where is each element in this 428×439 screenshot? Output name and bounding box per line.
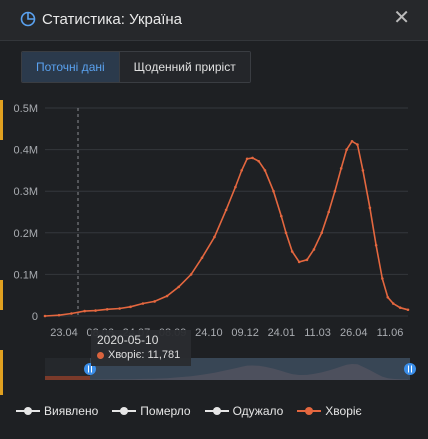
data-point [284,231,288,235]
data-point [356,143,359,146]
tooltip-value: Хворіє: 11,781 [108,349,181,361]
line-marker-icon [204,407,229,415]
window-header: Статистика: Україна ✕ [0,0,428,41]
data-point [391,302,395,305]
data-point [177,285,180,289]
tab-bar: Поточні дані Щоденний приріст [21,51,251,83]
data-point [333,189,337,193]
data-point [105,308,109,311]
data-point [245,157,249,161]
series-line-hvoriye [44,140,409,317]
legend-label: Одужало [232,404,284,418]
legend-item-pomerlo[interactable]: Померло [112,404,191,418]
legend-label: Померло [140,404,191,418]
data-point [350,139,354,143]
y-tick-label: 0 [32,311,38,323]
tooltip-date: 2020-05-10 [97,333,159,347]
x-tick-label: 23.04 [50,327,78,339]
navigator-handle-right[interactable] [404,363,416,375]
line-marker-icon [112,407,137,415]
x-tick-label: 11.06 [377,327,404,339]
y-tick-label: 0.3M [14,186,38,198]
line-marker-icon [16,407,40,415]
navigator-left-fill [45,376,90,380]
data-point [263,169,267,172]
data-point [200,256,204,260]
data-point [312,248,316,251]
y-tick-label: 0.1M [14,269,38,281]
data-point [240,169,243,172]
pie-chart-icon [20,11,36,27]
data-point [345,148,348,151]
data-point [224,208,228,212]
data-point [43,314,47,318]
data-point [398,306,402,309]
data-point [257,159,261,163]
legend-item-hvoriye[interactable]: Хворіє [297,404,362,418]
data-point [290,250,294,253]
series-points [43,139,410,318]
data-point [94,309,97,312]
y-tick-label: 0.5M [14,103,38,115]
left-accent-bar [0,100,3,140]
data-point [141,302,145,305]
data-point [297,260,301,264]
data-point [213,235,216,239]
data-point [153,300,156,303]
data-point [70,312,73,315]
x-tick-label: 26.04 [340,327,368,339]
legend-item-oduzhalo[interactable]: Одужало [204,404,284,418]
legend-label: Виявлено [44,404,99,418]
y-axis: 0 0.1M 0.2M 0.3M 0.4M 0.5M [14,103,38,323]
y-tick-label: 0.2M [14,228,38,240]
navigator-area [45,364,408,380]
data-point [83,309,86,313]
y-tick-label: 0.4M [14,145,38,157]
data-point [368,206,372,210]
data-point [361,169,365,172]
legend: Виявлено Померло Одужало Хворіє [16,404,362,418]
data-point [406,308,410,312]
data-point [129,305,132,309]
x-tick-label: 24.10 [195,327,223,339]
data-point [320,231,324,235]
data-point [374,243,378,247]
data-point [189,273,193,276]
tab-daily-growth[interactable]: Щоденний приріст [118,52,250,82]
data-point [118,307,121,310]
left-accent-bar [0,280,3,310]
data-point [272,189,275,193]
line-marker-icon [297,407,322,415]
data-point [327,210,331,214]
close-icon[interactable]: ✕ [393,7,410,29]
tooltip-value-row: Хворіє: 11,781 [97,349,180,361]
data-point [381,277,384,280]
data-point [234,185,237,189]
legend-item-vyyavleno[interactable]: Виявлено [16,404,98,418]
window-title: Статистика: Україна [42,11,183,28]
tab-current-data[interactable]: Поточні дані [22,52,119,82]
data-point [165,294,169,298]
x-tick-label: 24.01 [268,327,296,339]
data-point [57,313,61,317]
left-accent-bar [0,350,3,395]
chart: 00.1M0.2M0.3M0.4M0.5M 23.0408.0624.0708.… [14,103,416,380]
chart-tooltip: 2020-05-10 Хворіє: 11,781 [91,330,191,366]
data-point [251,156,254,160]
legend-label: Хворіє [325,404,362,418]
data-point [386,295,390,299]
data-point [305,258,309,262]
x-tick-label: 11.03 [304,327,331,339]
data-point [339,167,343,170]
gridlines [45,107,408,317]
data-point [279,214,283,218]
navigator-handle-left[interactable] [84,363,96,375]
tooltip-series-dot [97,351,104,359]
x-tick-label: 09.12 [231,327,259,339]
